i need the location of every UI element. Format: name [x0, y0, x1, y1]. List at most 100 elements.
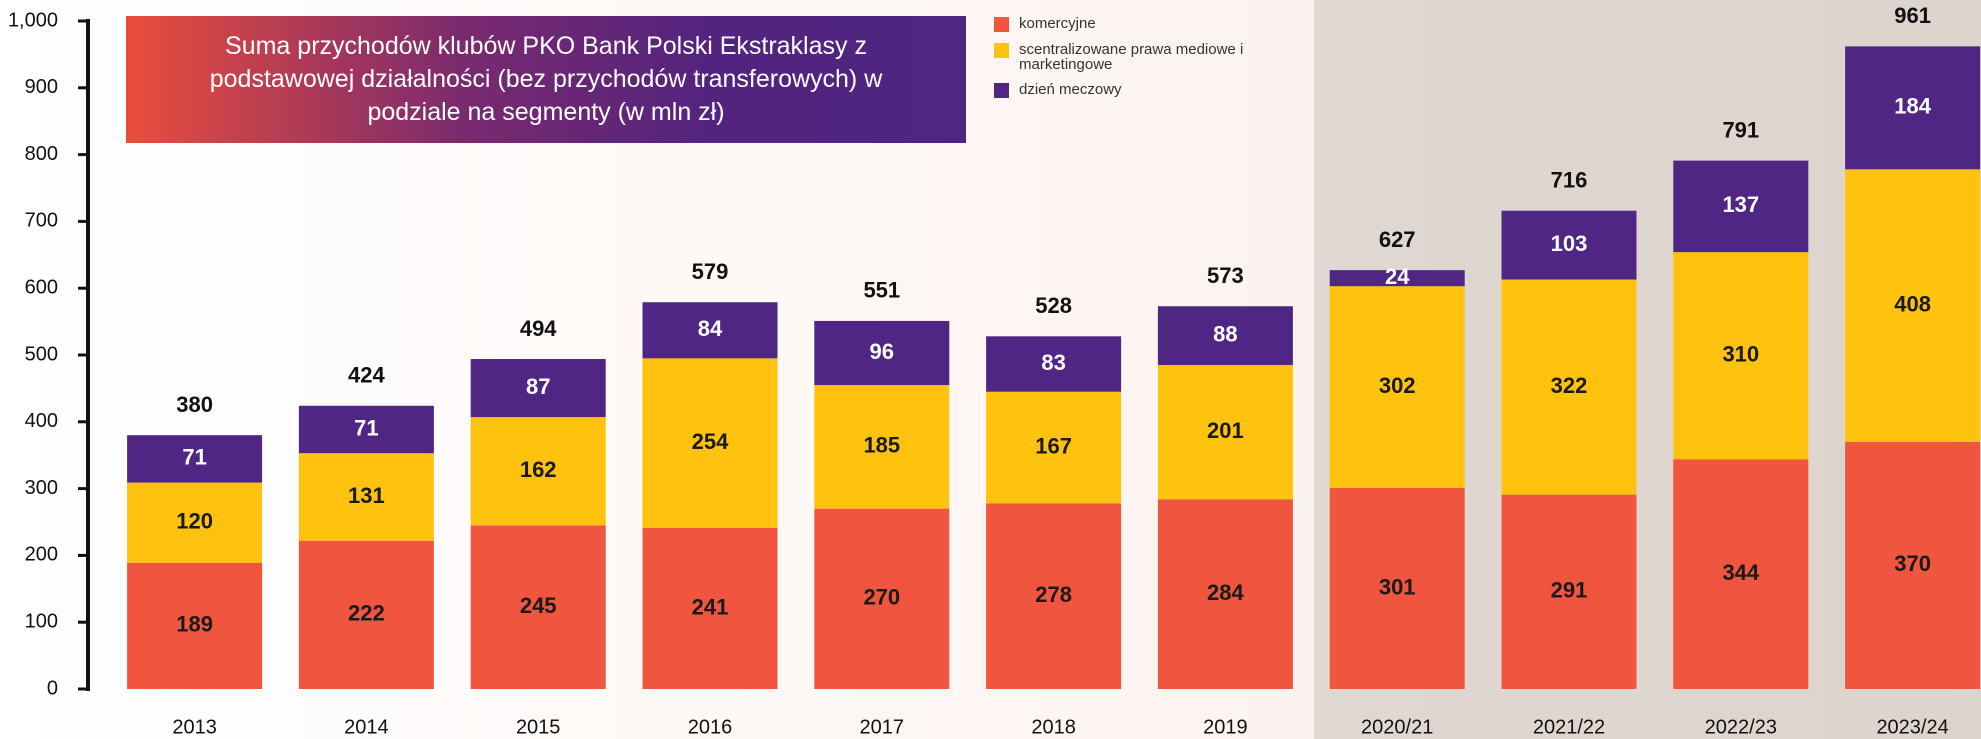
data-label: 254: [692, 429, 729, 454]
data-label: 270: [863, 585, 900, 610]
bar-segment: [298, 453, 434, 541]
legend: komercyjne scentralizowane prawa mediowe …: [994, 16, 1294, 108]
data-label: 184: [1894, 94, 1931, 119]
data-label: 344: [1722, 560, 1759, 585]
bar-segment: [642, 528, 778, 689]
x-tick-label: 2013: [172, 716, 217, 738]
data-label: 222: [348, 601, 385, 626]
y-tick-label: 100: [25, 610, 58, 632]
bar-segment: [642, 358, 778, 529]
data-label: 84: [698, 316, 723, 341]
data-label: 189: [176, 612, 213, 637]
y-tick-label: 600: [25, 276, 58, 298]
bar-segment: [1329, 286, 1465, 488]
data-label: 302: [1379, 373, 1416, 398]
data-label: 120: [176, 508, 213, 533]
bar-segment: [1157, 499, 1293, 689]
bar-segment: [470, 359, 606, 418]
x-tick-label: 2015: [516, 716, 561, 738]
data-label: 201: [1207, 418, 1244, 443]
bar-segment: [1329, 487, 1465, 689]
bar-segment: [470, 417, 606, 526]
data-label: 408: [1894, 291, 1931, 316]
y-tick-label: 500: [25, 343, 58, 365]
data-label: 167: [1035, 433, 1072, 458]
bar-segment: [470, 525, 606, 689]
x-tick-label: 2014: [344, 716, 389, 738]
data-label: 87: [526, 374, 550, 399]
x-tick-label: 2018: [1031, 716, 1076, 738]
legend-swatch: [994, 83, 1009, 98]
bar-segment: [127, 482, 263, 563]
bar-segment: [298, 405, 434, 454]
bar-segment: [1501, 210, 1637, 280]
bar-segment: [814, 385, 950, 509]
total-label: 961: [1894, 3, 1931, 28]
bar-segment: [1501, 279, 1637, 495]
bar-segment: [814, 320, 950, 386]
legend-swatch: [994, 17, 1009, 32]
bar-segment: [1845, 441, 1981, 689]
legend-item: scentralizowane prawa mediowe i marketin…: [994, 42, 1294, 72]
y-tick-label: 400: [25, 410, 58, 432]
data-label: 71: [354, 415, 378, 440]
data-label: 301: [1379, 574, 1416, 599]
x-tick-label: 2022/23: [1705, 716, 1777, 738]
data-label: 131: [348, 483, 385, 508]
x-tick-label: 2021/22: [1533, 716, 1605, 738]
data-label: 24: [1385, 264, 1410, 289]
data-label: 291: [1551, 578, 1588, 603]
x-tick-label: 2017: [860, 716, 905, 738]
bar-segment: [1673, 252, 1809, 460]
x-tick-label: 2020/21: [1361, 716, 1433, 738]
total-label: 380: [176, 392, 213, 417]
bar-segment: [127, 435, 263, 483]
data-label: 310: [1722, 341, 1759, 366]
legend-label: dzień meczowy: [1019, 81, 1122, 98]
total-label: 791: [1722, 117, 1759, 142]
y-tick-label: 1,000: [8, 9, 58, 31]
bar-segment: [642, 302, 778, 359]
bar-segment: [298, 540, 434, 689]
data-label: 245: [520, 593, 557, 618]
data-label: 103: [1551, 231, 1588, 256]
legend-label: scentralizowane prawa mediowe i marketin…: [1019, 41, 1244, 73]
data-label: 137: [1722, 192, 1759, 217]
bar-segment: [986, 503, 1122, 689]
y-tick-label: 200: [25, 544, 58, 566]
data-label: 278: [1035, 582, 1072, 607]
bar-segment: [814, 508, 950, 689]
y-tick-label: 900: [25, 76, 58, 98]
total-label: 494: [520, 316, 557, 341]
data-label: 370: [1894, 551, 1931, 576]
data-label: 284: [1207, 580, 1244, 605]
total-label: 528: [1035, 293, 1072, 318]
bar-segment: [1673, 459, 1809, 689]
total-label: 573: [1207, 263, 1244, 288]
bar-segment: [1157, 365, 1293, 500]
data-label: 96: [870, 339, 894, 364]
bar-segment: [1673, 160, 1809, 253]
data-label: 71: [182, 445, 206, 470]
y-tick-label: 800: [25, 143, 58, 165]
y-tick-label: 700: [25, 210, 58, 232]
bar-segment: [986, 336, 1122, 392]
x-tick-label: 2023/24: [1876, 716, 1948, 738]
bar-segment: [1501, 494, 1637, 689]
legend-item: komercyjne: [994, 16, 1294, 32]
legend-swatch: [994, 43, 1009, 58]
total-label: 627: [1379, 227, 1416, 252]
total-label: 424: [348, 363, 385, 388]
bar-segment: [1845, 169, 1981, 442]
data-label: 322: [1551, 373, 1588, 398]
bar-segment: [986, 391, 1122, 504]
y-tick-label: 300: [25, 477, 58, 499]
data-label: 185: [863, 433, 900, 458]
x-tick-label: 2019: [1203, 716, 1248, 738]
data-label: 162: [520, 457, 557, 482]
total-label: 579: [692, 259, 729, 284]
x-tick-label: 2016: [688, 716, 733, 738]
bar-segment: [1845, 46, 1981, 170]
bar-segment: [1329, 270, 1465, 287]
